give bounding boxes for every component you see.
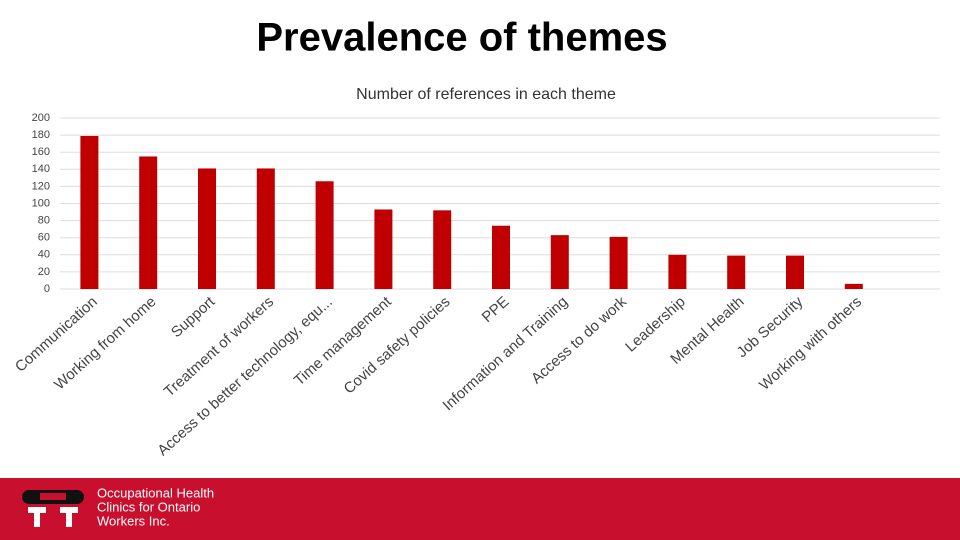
bar <box>374 209 393 289</box>
bar <box>433 210 452 289</box>
bar <box>727 255 746 289</box>
bar <box>198 168 216 289</box>
logo-text: Occupational Health <box>97 485 214 500</box>
y-tick-label: 100 <box>32 197 50 209</box>
bar <box>80 135 99 289</box>
footer-band <box>0 478 960 540</box>
logo-text: Clinics for Ontario <box>97 499 200 514</box>
y-tick-label: 180 <box>32 129 50 141</box>
y-tick-label: 140 <box>32 163 50 175</box>
y-tick-label: 20 <box>38 266 50 278</box>
y-tick-label: 0 <box>44 283 50 295</box>
chart-title: Number of references in each theme <box>356 86 616 103</box>
y-tick-label: 60 <box>38 232 50 244</box>
y-tick-label: 80 <box>38 215 50 227</box>
bar <box>315 181 334 289</box>
y-tick-label: 40 <box>38 249 50 261</box>
bar <box>492 225 510 289</box>
bar <box>609 236 628 289</box>
bar <box>786 255 804 289</box>
bar <box>550 235 569 289</box>
y-tick-label: 160 <box>32 146 50 158</box>
logo-text: Workers Inc. <box>97 513 170 528</box>
bar <box>844 283 863 289</box>
slide-title: Prevalence of themes <box>256 16 667 60</box>
bar <box>256 168 275 289</box>
y-tick-label: 200 <box>32 112 50 124</box>
bar <box>139 156 158 289</box>
bar <box>668 254 687 289</box>
y-tick-label: 120 <box>32 180 50 192</box>
logo-icon <box>22 490 84 527</box>
